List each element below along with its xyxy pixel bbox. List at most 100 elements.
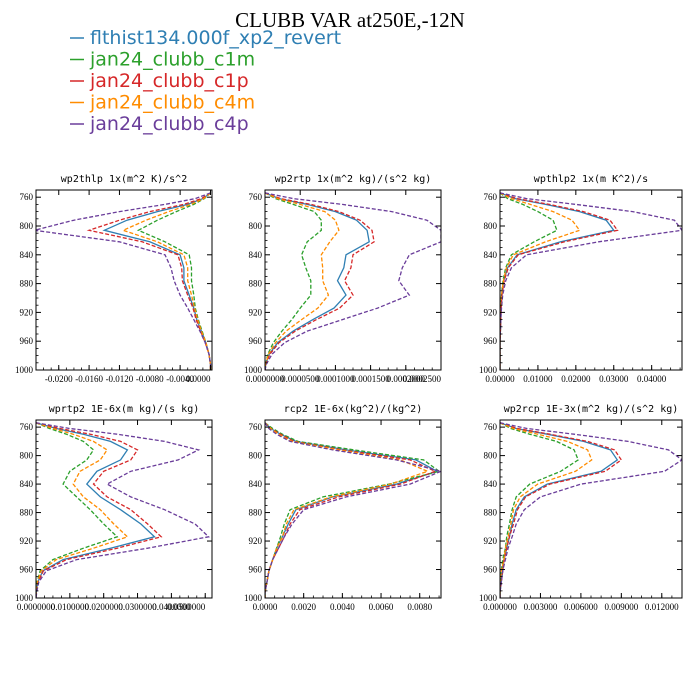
panel-4: wprtp2 1E-6x(m kg)/(s kg) 760 800 840 880 920… bbox=[15, 404, 213, 612]
series-line-jan24_clubb_c1m bbox=[500, 192, 558, 370]
x-tick-label: 0.0300000 bbox=[118, 602, 157, 612]
x-tick-label: 0.02000 bbox=[561, 374, 591, 384]
x-tick-label: 0.0002000 bbox=[387, 374, 426, 384]
y-tick-label: 880 bbox=[20, 279, 34, 289]
series-line-jan24_clubb_c4p bbox=[265, 192, 441, 370]
x-tick-label: -0.0080 bbox=[136, 374, 164, 384]
legend-item: flthist134.000f_xp2_revert bbox=[70, 27, 341, 49]
x-tick-label: 0.03000 bbox=[599, 374, 629, 384]
y-tick-label: 880 bbox=[249, 508, 263, 518]
x-tick-label: 0.0000 bbox=[253, 602, 278, 612]
x-tick-label: 0.0080 bbox=[407, 602, 432, 612]
y-tick-label: 920 bbox=[484, 536, 498, 546]
x-tick-label: 0.04000 bbox=[637, 374, 667, 384]
y-tick-label: 960 bbox=[249, 565, 263, 575]
y-tick-label: 840 bbox=[249, 479, 263, 489]
y-tick-label: 920 bbox=[249, 536, 263, 546]
panel-title: wp2rcp 1E-3x(m^2 kg)/(s^2 kg) bbox=[504, 404, 679, 415]
series-line-jan24_clubb_c1p bbox=[86, 192, 212, 370]
y-tick-label: 920 bbox=[20, 307, 34, 317]
series-group bbox=[500, 192, 682, 370]
series-group bbox=[36, 422, 210, 598]
y-tick-label: 880 bbox=[20, 508, 34, 518]
series-line-jan24_clubb_c4p bbox=[265, 422, 441, 598]
series-line-jan24_clubb_c4p bbox=[500, 192, 682, 370]
series-line-jan24_clubb_c1m bbox=[265, 422, 441, 598]
x-tick-label: -0.0120 bbox=[106, 374, 134, 384]
legend-label: flthist134.000f_xp2_revert bbox=[90, 27, 341, 49]
series-line-jan24_clubb_c4m bbox=[121, 192, 212, 370]
legend-label: jan24_clubb_c1m bbox=[89, 49, 255, 71]
legend-item: jan24_clubb_c4p bbox=[70, 113, 249, 135]
legend-item: jan24_clubb_c4m bbox=[70, 92, 255, 114]
x-tick-label: 0.0000000 bbox=[17, 602, 56, 612]
series-group bbox=[36, 192, 212, 370]
x-tick-label: -0.0160 bbox=[75, 374, 103, 384]
x-tick-label: -0.0040 bbox=[166, 374, 194, 384]
y-tick-label: 1000 bbox=[479, 365, 498, 375]
series-group bbox=[500, 422, 682, 598]
x-tick-label: 0.000000 bbox=[483, 602, 517, 612]
y-tick-label: 1000 bbox=[479, 593, 498, 603]
x-tick-label: 0.0001000 bbox=[316, 374, 355, 384]
legend: flthist134.000f_xp2_revertjan24_clubb_c1… bbox=[70, 27, 341, 135]
panel-3: wpthlp2 1x(m K^2)/s 760 800 840 880 920 960 100… bbox=[479, 174, 683, 384]
panel-title: rcp2 1E-6x(kg^2)/(kg^2) bbox=[284, 404, 422, 415]
x-tick-label: 0.003000 bbox=[524, 602, 558, 612]
y-tick-label: 760 bbox=[484, 192, 498, 202]
series-line-flthist134.000f_xp2_revert bbox=[102, 192, 212, 370]
y-tick-label: 760 bbox=[20, 422, 34, 432]
panel-6: wp2rcp 1E-3x(m^2 kg)/(s^2 kg) 760 800 840 88… bbox=[479, 404, 683, 612]
panel-title: wprtp2 1E-6x(m kg)/(s kg) bbox=[49, 404, 200, 415]
legend-label: jan24_clubb_c1p bbox=[89, 70, 249, 92]
y-tick-label: 1000 bbox=[244, 593, 263, 603]
y-tick-label: 880 bbox=[484, 508, 498, 518]
y-tick-label: 800 bbox=[20, 451, 34, 461]
y-tick-label: 880 bbox=[249, 279, 263, 289]
series-line-jan24_clubb_c1p bbox=[36, 422, 163, 598]
x-tick-label: 0.0200000 bbox=[85, 602, 124, 612]
x-tick-label: 0.0100000 bbox=[51, 602, 90, 612]
y-tick-label: 760 bbox=[249, 422, 263, 432]
x-tick-label: 0.0002500 bbox=[403, 374, 442, 384]
series-line-jan24_clubb_c4m bbox=[500, 422, 593, 598]
series-line-jan24_clubb_c4p bbox=[500, 422, 682, 598]
x-tick-label: -0.0200 bbox=[45, 374, 73, 384]
y-tick-label: 960 bbox=[484, 336, 498, 346]
panel-title: wp2thlp 1x(m^2 K)/s^2 bbox=[61, 174, 187, 185]
panel-5: rcp2 1E-6x(kg^2)/(kg^2) 760 800 840 880 920 96… bbox=[244, 404, 442, 612]
y-tick-label: 840 bbox=[20, 250, 34, 260]
y-tick-label: 840 bbox=[20, 479, 34, 489]
x-tick-label: 0.0020 bbox=[291, 602, 316, 612]
panels-grid: wp2thlp 1x(m^2 K)/s^2 760 800 840 880 920 960 1… bbox=[15, 174, 683, 612]
x-tick-label: 0.012000 bbox=[645, 602, 679, 612]
legend-label: jan24_clubb_c4m bbox=[89, 92, 255, 114]
y-tick-label: 800 bbox=[484, 451, 498, 461]
series-line-jan24_clubb_c4m bbox=[500, 192, 581, 370]
x-tick-label: 0.0000000 bbox=[246, 374, 285, 384]
plot-frame bbox=[499, 189, 683, 371]
x-tick-label: 0.0040 bbox=[330, 602, 355, 612]
plot-frame bbox=[264, 419, 442, 599]
x-tick-label: 0.0400000 bbox=[152, 602, 191, 612]
y-tick-label: 920 bbox=[249, 307, 263, 317]
y-tick-label: 880 bbox=[484, 279, 498, 289]
series-group bbox=[265, 192, 441, 370]
series-line-jan24_clubb_c4m bbox=[265, 192, 340, 370]
panel-title: wp2rtp 1x(m^2 kg)/(s^2 kg) bbox=[275, 174, 432, 185]
series-line-jan24_clubb_c4p bbox=[36, 422, 210, 598]
x-tick-label: 0.009000 bbox=[604, 602, 638, 612]
y-tick-label: 840 bbox=[249, 250, 263, 260]
y-tick-label: 960 bbox=[249, 336, 263, 346]
y-tick-label: 760 bbox=[249, 192, 263, 202]
series-line-jan24_clubb_c1p bbox=[265, 192, 375, 370]
legend-label: jan24_clubb_c4p bbox=[89, 113, 249, 135]
y-tick-label: 1000 bbox=[15, 593, 34, 603]
panel-2: wp2rtp 1x(m^2 kg)/(s^2 kg) 760 800 840 880 92… bbox=[244, 174, 442, 384]
series-line-jan24_clubb_c1p bbox=[500, 422, 623, 598]
y-tick-label: 840 bbox=[484, 250, 498, 260]
y-tick-label: 920 bbox=[20, 536, 34, 546]
series-line-jan24_clubb_c1m bbox=[265, 192, 322, 370]
y-tick-label: 920 bbox=[484, 307, 498, 317]
